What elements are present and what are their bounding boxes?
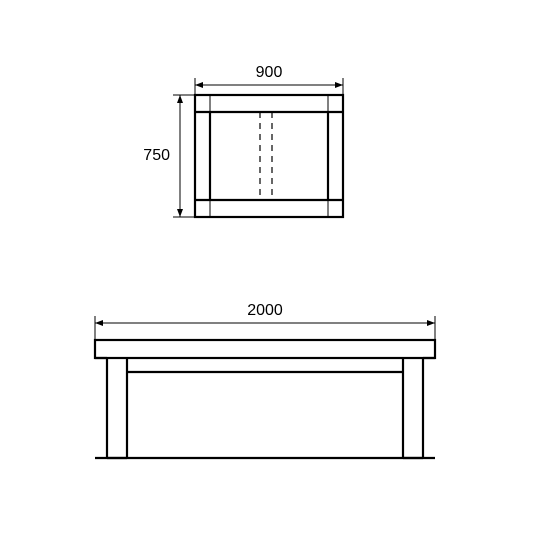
dimension-top-900: 900 [195, 64, 343, 95]
dim-label-750: 750 [143, 147, 170, 164]
dim-label-2000: 2000 [247, 302, 283, 319]
technical-drawing: 900 750 [0, 0, 550, 550]
dimension-left-750: 750 [143, 95, 195, 217]
dim-label-900: 900 [256, 64, 283, 81]
dimension-top-2000: 2000 [95, 302, 435, 340]
top-view: 900 750 [143, 64, 343, 217]
front-view: 2000 [95, 302, 435, 458]
